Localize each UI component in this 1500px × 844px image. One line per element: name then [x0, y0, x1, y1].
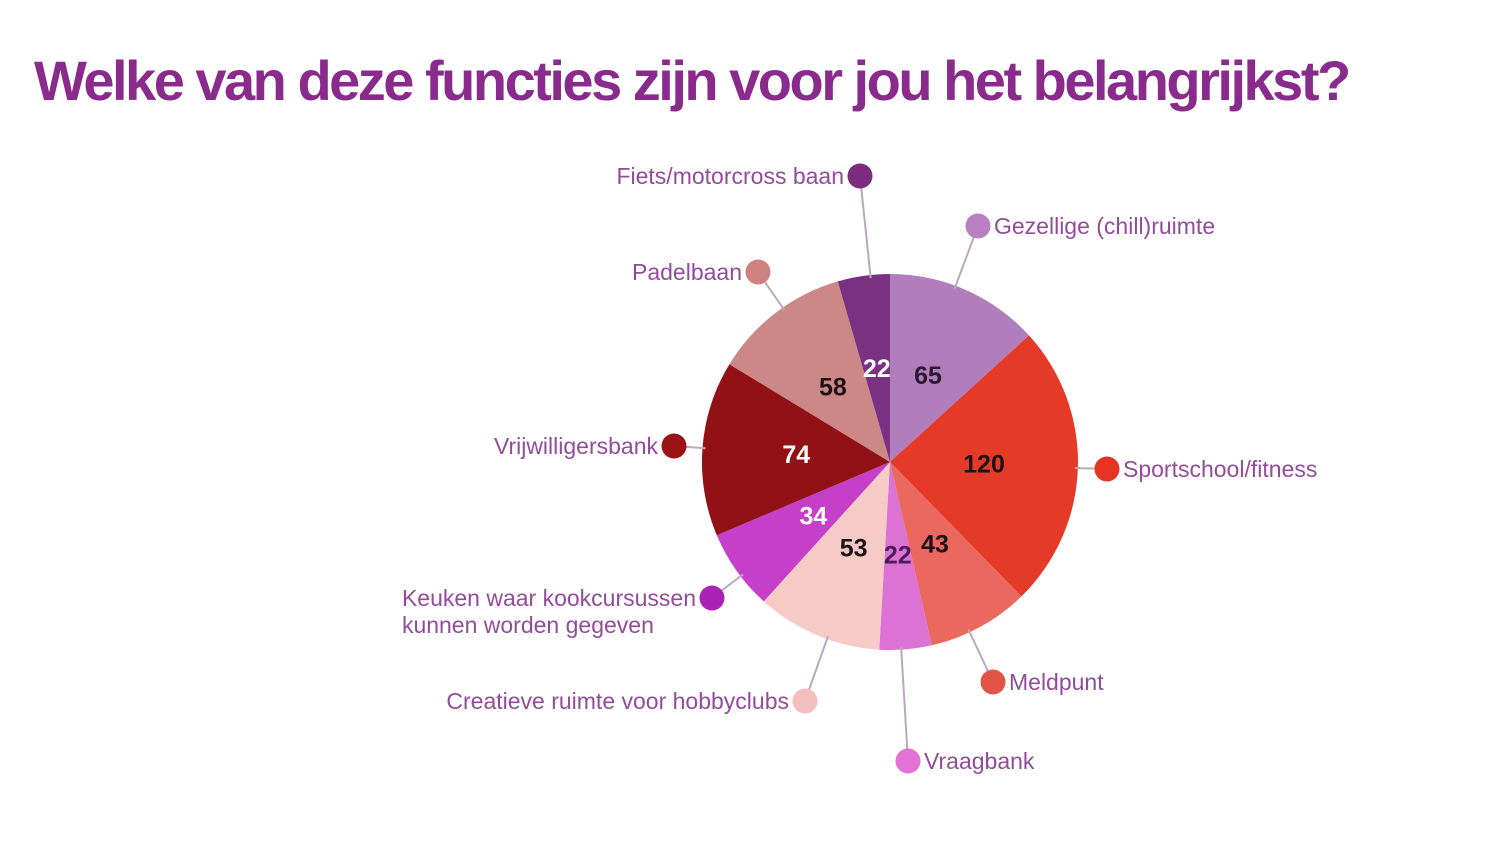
page-title: Welke van deze functies zijn voor jou he… — [34, 49, 1351, 112]
slice-value-padelbaan: 58 — [819, 373, 847, 401]
callout-label-fiets-motorcross-baan: Fiets/motorcross baan — [616, 162, 844, 189]
callout-label-gezellige-chillruimte: Gezellige (chill)ruimte — [994, 212, 1216, 239]
pie-slice-creatieve-ruimte-voor-hobbyclubs — [763, 462, 890, 650]
slice-value-gezellige-chill-ruimte: 65 — [914, 362, 942, 390]
pie-slice-gezellige-chill-ruimte — [890, 274, 1029, 462]
callout-label-meldpunt: Meldpunt — [1009, 668, 1104, 695]
pie-slice-fiets-motorcross-baan — [837, 274, 890, 462]
pie-slice-keuken-waar-kookcursussen-kunnen-worden-gegeven — [716, 462, 890, 602]
slice-value-vrijwilligersbank: 74 — [782, 441, 810, 469]
callout-label-sportschool-fitness: Sportschool/fitness — [1123, 455, 1318, 482]
callout-dot-meldpunt — [980, 669, 1006, 695]
callout-dot-vrijwilligersbank — [661, 433, 687, 459]
leader-line-fiets-motorcross-baan — [859, 175, 872, 279]
callout-dot-padelbaan — [745, 259, 771, 285]
slice-value-meldpunt: 43 — [921, 531, 949, 559]
slice-value-vraagbank: 22 — [884, 542, 912, 570]
pie-slice-meldpunt — [890, 462, 1022, 646]
pie-slice-vraagbank — [879, 462, 932, 651]
callout-dot-fiets-motorcross-baan — [847, 163, 873, 189]
callout-dot-keuken-waar-kookcursussen-kunnen-worden-gegeven — [699, 585, 725, 611]
pie-slice-padelbaan — [729, 281, 890, 462]
callout-label-creatieve-ruimte-voor-hobbyclubs: Creatieve ruimte voor hobbyclubs — [446, 687, 789, 714]
slice-value-keuken-waar-kookcursussen-kunnen-worden-gegeven: 34 — [799, 502, 827, 530]
pie-slice-vrijwilligersbank — [701, 364, 890, 536]
leader-line-vraagbank — [900, 646, 909, 762]
callout-label-vraagbank: Vraagbank — [924, 747, 1035, 774]
callout-label-padelbaan: Padelbaan — [632, 258, 742, 285]
slice-value-sportschool-fitness: 120 — [963, 451, 1005, 479]
callout-label-vrijwilligersbank: Vrijwilligersbank — [493, 432, 658, 459]
callout-dot-creatieve-ruimte-voor-hobbyclubs — [792, 688, 818, 714]
callout-label-keuken-kookcursussen: Keuken waar kookcursussen kunnen worden … — [401, 584, 696, 638]
slice-value-fiets-motorcross-baan: 22 — [863, 355, 891, 383]
callout-dot-sportschool-fitness — [1094, 456, 1120, 482]
callout-dot-vraagbank — [895, 748, 921, 774]
callout-dot-gezellige-chill-ruimte — [965, 213, 991, 239]
pie-slice-sportschool-fitness — [890, 335, 1078, 597]
slice-value-creatieve-ruimte-voor-hobbyclubs: 53 — [840, 535, 868, 563]
